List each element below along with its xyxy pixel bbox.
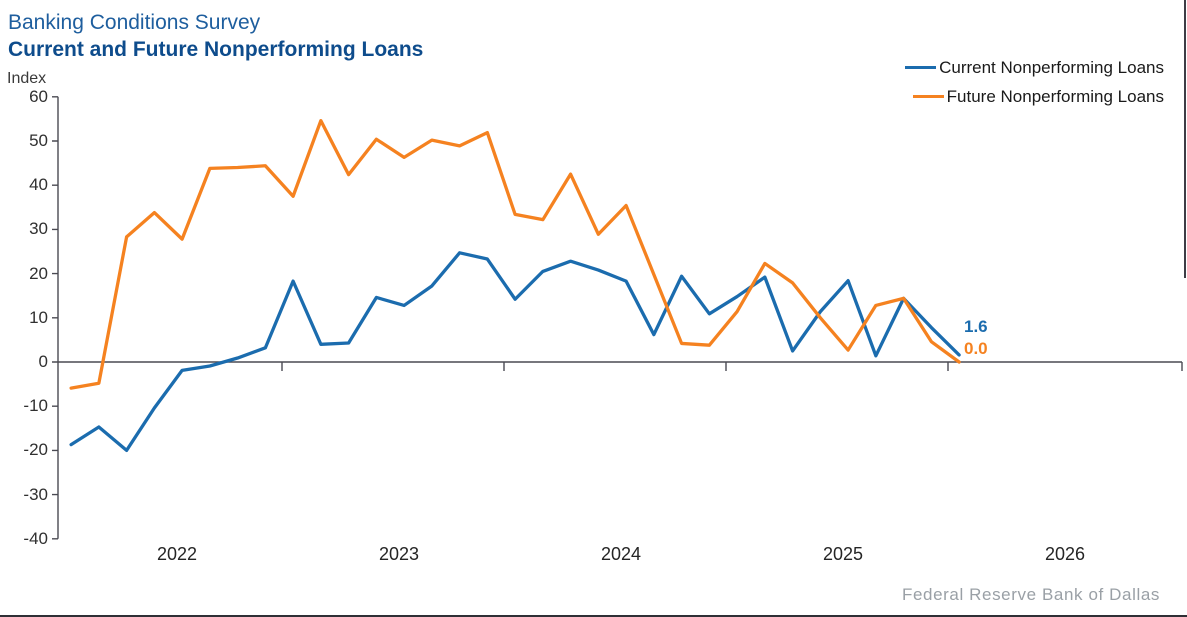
legend-item-future: Future Nonperforming Loans [905,82,1164,111]
future-line-swatch-icon [912,94,944,99]
y-tick-label: -20 [23,440,48,460]
y-tick-label: 0 [38,352,48,371]
window-edge-bottom [0,615,1187,617]
current-line-swatch-icon [905,65,937,70]
source-attribution: Federal Reserve Bank of Dallas [901,585,1160,604]
chart-legend: Current Nonperforming Loans Future Nonpe… [905,53,1164,111]
y-tick-label: 50 [29,131,48,150]
current-end-value-label: 1.6 [964,317,988,336]
y-tick-label: 30 [29,219,48,239]
x-year-label: 2026 [1044,544,1086,564]
y-tick-label: -10 [23,396,48,416]
window-edge-right [1184,0,1186,278]
y-axis-unit-label: Index [7,70,47,87]
y-tick-label: 60 [29,86,48,106]
legend-label-future: Future Nonperforming Loans [946,86,1164,106]
series-line [69,119,961,390]
survey-title: Banking Conditions Survey [8,11,261,34]
legend-item-current: Current Nonperforming Loans [905,53,1164,82]
series-line [69,251,961,453]
y-tick-label: -40 [23,528,48,548]
x-year-label: 2023 [378,544,420,564]
page-title: Current and Future Nonperforming Loans [8,38,424,61]
future-end-value-label: 0.0 [964,339,988,358]
y-tick-label: -30 [23,484,48,504]
y-tick-label: 40 [29,175,48,195]
x-year-label: 2024 [600,544,642,564]
legend-label-current: Current Nonperforming Loans [939,57,1164,77]
y-tick-label: 10 [29,307,48,327]
y-tick-label: 20 [29,263,48,283]
x-year-label: 2025 [822,544,864,564]
x-year-label: 2022 [156,544,198,564]
